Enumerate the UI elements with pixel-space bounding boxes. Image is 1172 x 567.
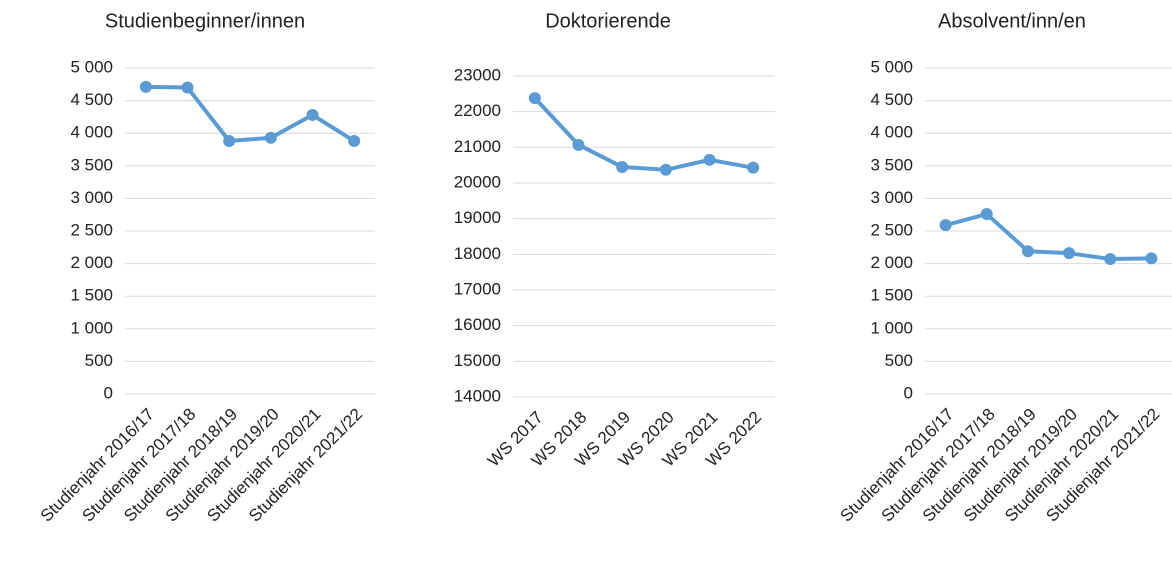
y-tick-label: 4 500 [870, 90, 913, 109]
y-tick-label: 5 000 [870, 57, 913, 76]
data-point [223, 135, 236, 148]
y-tick-label: 2 000 [870, 253, 913, 272]
y-tick-label: 19000 [454, 208, 501, 227]
y-tick-label: 14000 [454, 386, 501, 405]
data-line [145, 84, 356, 144]
y-tick-label: 500 [885, 351, 913, 370]
data-point [348, 135, 361, 148]
y-tick-label: 1 000 [870, 318, 913, 337]
y-tick-label: 4 500 [70, 90, 113, 109]
data-line [945, 212, 1152, 262]
y-tick-label: 0 [104, 383, 113, 402]
data-point [139, 80, 152, 93]
y-tick-label: 16000 [454, 315, 501, 334]
data-point [1021, 245, 1034, 258]
y-tick-label: 18000 [454, 244, 501, 263]
y-tick-label: 1 500 [870, 286, 913, 305]
data-point [747, 161, 760, 174]
y-tick-label: 21000 [454, 137, 501, 156]
data-point [528, 92, 541, 105]
data-point [1104, 253, 1117, 266]
y-tick-label: 23000 [454, 65, 501, 84]
y-tick-label: 2 000 [70, 253, 113, 272]
y-tick-label: 2 500 [870, 220, 913, 239]
y-tick-label: 4 000 [870, 123, 913, 142]
y-tick-label: 22000 [454, 101, 501, 120]
data-point [1145, 252, 1158, 265]
y-tick-label: 17000 [454, 279, 501, 298]
y-tick-label: 4 000 [70, 123, 113, 142]
data-point [306, 108, 319, 121]
y-tick-label: 3 000 [70, 188, 113, 207]
y-tick-label: 1 000 [70, 318, 113, 337]
data-point [980, 208, 993, 221]
y-tick-label: 3 000 [870, 188, 913, 207]
y-tick-label: 1 500 [70, 286, 113, 305]
y-tick-label: 3 500 [70, 155, 113, 174]
chart-title: Doktorierende [545, 10, 671, 32]
data-line [533, 96, 754, 172]
data-point [181, 81, 194, 94]
data-point [572, 138, 585, 151]
y-tick-label: 3 500 [870, 155, 913, 174]
data-point [264, 131, 277, 144]
y-tick-label: 2 500 [70, 220, 113, 239]
data-point [659, 163, 672, 176]
y-tick-label: 500 [85, 351, 113, 370]
y-tick-label: 20000 [454, 172, 501, 191]
y-tick-label: 5 000 [70, 57, 113, 76]
data-point [1063, 247, 1076, 260]
data-point [703, 153, 716, 166]
chart-title: Absolvent/inn/en [938, 10, 1086, 32]
chart-title: Studienbeginner/innen [105, 10, 305, 32]
data-point [939, 219, 952, 232]
y-tick-label: 0 [904, 383, 913, 402]
y-tick-label: 15000 [454, 351, 501, 370]
data-point [616, 160, 629, 173]
